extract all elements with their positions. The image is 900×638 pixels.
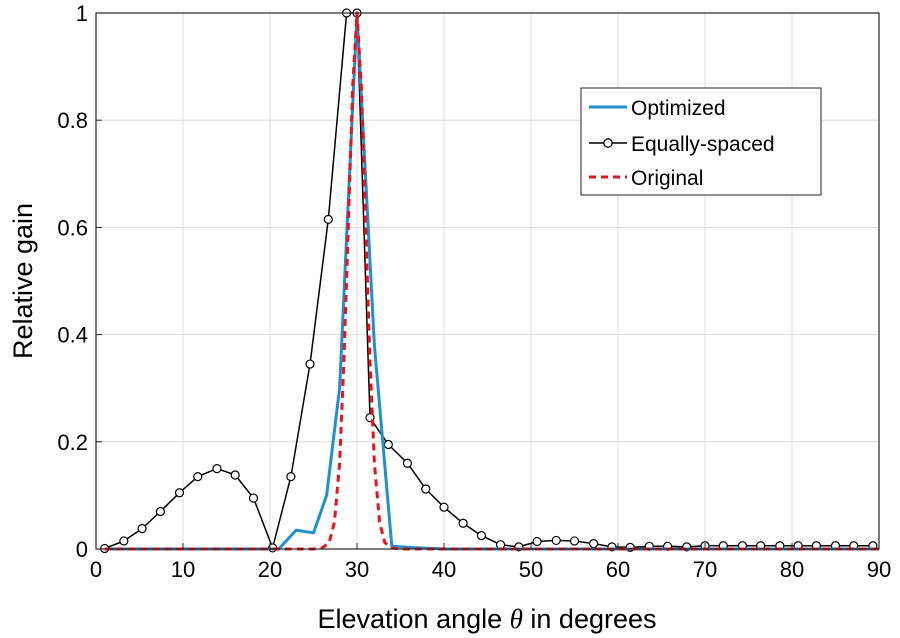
y-tick-label: 0.2 xyxy=(57,430,88,455)
legend-label-optimized: Optimized xyxy=(631,97,726,120)
data-point-equally-spaced xyxy=(137,524,147,534)
x-tick-label: 70 xyxy=(693,557,717,582)
data-point-equally-spaced xyxy=(532,536,542,547)
y-tick-label: 0.4 xyxy=(57,323,88,348)
y-tick-label: 0 xyxy=(76,537,88,562)
data-point-equally-spaced xyxy=(193,472,203,482)
x-axis-title: Elevation angle θ in degrees xyxy=(318,604,657,634)
data-point-equally-spaced xyxy=(589,539,599,549)
data-point-equally-spaced xyxy=(248,493,259,503)
data-point-equally-spaced xyxy=(323,214,333,224)
data-point-equally-spaced xyxy=(402,458,413,468)
data-point-equally-spaced xyxy=(458,518,468,528)
data-point-equally-spaced xyxy=(230,470,240,480)
data-point-equally-spaced xyxy=(569,536,580,546)
legend-label-equally-spaced: Equally-spaced xyxy=(631,133,775,156)
plot-frame xyxy=(95,12,880,550)
data-point-equally-spaced xyxy=(305,359,315,369)
x-tick-label: 30 xyxy=(345,557,369,582)
legend: Optimized Equally-spaced Original xyxy=(580,87,822,196)
data-point-equally-spaced xyxy=(212,464,222,474)
data-point-equally-spaced xyxy=(383,439,393,450)
y-axis-title: Relative gain xyxy=(8,203,38,359)
x-tick-label: 40 xyxy=(432,557,456,582)
legend-label-original: Original xyxy=(631,167,703,190)
data-point-equally-spaced xyxy=(155,506,165,517)
data-point-equally-spaced xyxy=(119,536,129,546)
y-tick-label: 0.6 xyxy=(57,215,88,240)
data-point-equally-spaced xyxy=(174,488,185,498)
data-point-equally-spaced xyxy=(439,502,449,512)
data-point-equally-spaced xyxy=(551,535,561,546)
data-point-equally-spaced xyxy=(286,472,296,482)
x-tick-label: 50 xyxy=(519,557,543,582)
x-tick-label: 80 xyxy=(780,557,804,582)
y-tick-label: 0.8 xyxy=(57,108,88,133)
x-tick-label: 90 xyxy=(867,557,891,582)
x-tick-label: 0 xyxy=(90,557,102,582)
legend-marker-equally-spaced xyxy=(603,138,613,148)
ticks: 0 10 20 30 40 50 60 70 80 90 0 0.2 0.4 0.6 0.8 1 xyxy=(57,1,891,582)
data-point-equally-spaced xyxy=(421,484,431,494)
y-tick-label: 1 xyxy=(76,1,88,26)
data-point-equally-spaced xyxy=(476,530,487,541)
x-tick-label: 20 xyxy=(258,557,282,582)
x-tick-label: 60 xyxy=(606,557,630,582)
x-tick-label: 10 xyxy=(171,557,195,582)
